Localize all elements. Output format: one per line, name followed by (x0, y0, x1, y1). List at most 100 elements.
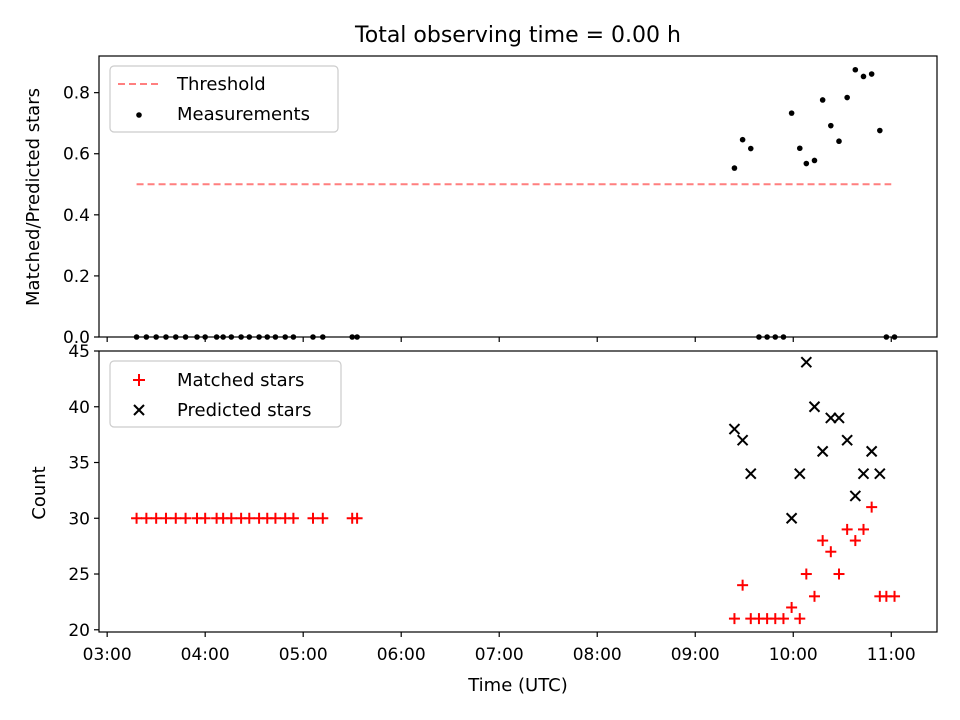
top-plot-area (98, 55, 938, 338)
measurement-point (172, 334, 179, 340)
measurement-points (133, 66, 898, 340)
matched-star-point (243, 512, 255, 524)
matched-star-point (307, 512, 319, 524)
measurement-point (780, 334, 787, 340)
measurement-point (264, 334, 271, 340)
y-tick-label: 20 (68, 621, 90, 641)
top-panel: 0.00.20.40.60.8 Matched/Predicted stars … (23, 55, 938, 348)
predicted-star-point (841, 434, 853, 446)
x-b (794, 467, 806, 480)
matched-star-point (866, 501, 878, 513)
bottom-y-axis-label: Count (29, 466, 50, 519)
x-tick-label: 06:00 (377, 645, 426, 665)
x-b (745, 467, 757, 480)
predicted-star-point (865, 445, 878, 458)
x-b (874, 467, 886, 480)
x-b (865, 445, 878, 458)
top-y-ticks: 0.0 0.2 0.4 0.6 0.8 (63, 84, 99, 348)
matched-star-point (737, 579, 749, 591)
x-tick-label: 07:00 (475, 645, 524, 665)
measurement-point (282, 334, 289, 340)
matched-star-point (150, 512, 162, 524)
measurement-point (747, 145, 754, 152)
predicted-star-point (849, 490, 862, 502)
chart-title: Total observing time = 0.00 h (354, 23, 681, 48)
x-b (841, 434, 853, 446)
matched-star-point (889, 590, 901, 602)
x-b (785, 512, 798, 524)
measurement-point (182, 334, 189, 340)
measurement-point (220, 334, 226, 340)
matched-star-point (199, 512, 211, 524)
predicted-star-point (794, 467, 806, 480)
matched-star-point (140, 512, 152, 524)
y-tick-label: 40 (68, 398, 90, 418)
predicted-star-point (874, 467, 886, 480)
count-points (131, 356, 901, 625)
measurement-point (354, 334, 360, 340)
x-tick-label: 05:00 (279, 645, 328, 665)
x-b (833, 412, 845, 424)
x-tick-label: 11:00 (867, 645, 916, 665)
y-tick-label: 0.4 (63, 206, 90, 226)
matched-star-point (225, 512, 237, 524)
measurement-point (860, 73, 867, 80)
y-tick-label: 45 (68, 342, 90, 362)
matched-star-point (849, 535, 861, 547)
measurement-point (202, 334, 208, 340)
measurement-point (844, 94, 850, 101)
measurement-point (310, 334, 316, 340)
matched-star-point (800, 568, 812, 580)
matched-star-point (180, 512, 192, 524)
x-b (808, 401, 821, 413)
matched-star-point (817, 535, 829, 547)
measurement-point (868, 71, 875, 77)
x-b (825, 412, 837, 424)
x-tick-label: 03:00 (83, 645, 132, 665)
measurement-point (877, 127, 883, 134)
matched-star-point (841, 523, 853, 535)
matched-star-point (794, 613, 806, 625)
measurement-point (772, 334, 779, 340)
measurement-point (290, 334, 297, 340)
bottom-y-ticks: 20 25 30 35 40 45 (68, 342, 99, 641)
measurement-point (194, 334, 200, 340)
measurement-point (272, 334, 279, 340)
matched-star-point (170, 512, 182, 524)
measurement-point (319, 334, 326, 340)
measurement-point (852, 66, 859, 73)
bottom-x-ticks: 03:00 04:00 05:00 06:00 07:00 08:00 09:00 10:00… (83, 632, 916, 665)
legend-measurements-label: Measurements (177, 104, 310, 125)
predicted-star-point (816, 445, 829, 458)
predicted-star-point (728, 423, 741, 435)
measurement-point (756, 334, 762, 340)
legend-threshold-label: Threshold (176, 74, 266, 95)
matched-star-point (131, 512, 143, 524)
matched-star-point (825, 546, 837, 558)
matched-star-point (777, 613, 789, 625)
predicted-star-point (857, 467, 870, 480)
matched-star-point (857, 523, 869, 535)
measurement-point (133, 334, 140, 340)
bottom-plot-area (98, 350, 938, 633)
measurement-point (731, 165, 738, 171)
measurement-point (246, 334, 253, 340)
x-b (736, 434, 749, 446)
measurement-point (143, 334, 150, 340)
matched-star-point (269, 512, 281, 524)
x-b (728, 423, 741, 435)
y-tick-label: 25 (68, 565, 90, 585)
measurement-point (819, 97, 826, 103)
measurement-point (796, 145, 803, 152)
matched-star-point (287, 512, 299, 524)
legend-predicted-swatch (133, 404, 145, 416)
measurement-point (213, 334, 220, 340)
legend-matched-swatch (133, 374, 145, 386)
matched-star-point (786, 601, 798, 613)
measurement-point (788, 110, 795, 116)
bottom-legend: Matched stars Predicted stars (109, 360, 342, 428)
measurement-point (828, 122, 834, 129)
predicted-star-point (808, 401, 821, 413)
matched-star-point (351, 512, 363, 524)
measurement-point (891, 334, 898, 340)
